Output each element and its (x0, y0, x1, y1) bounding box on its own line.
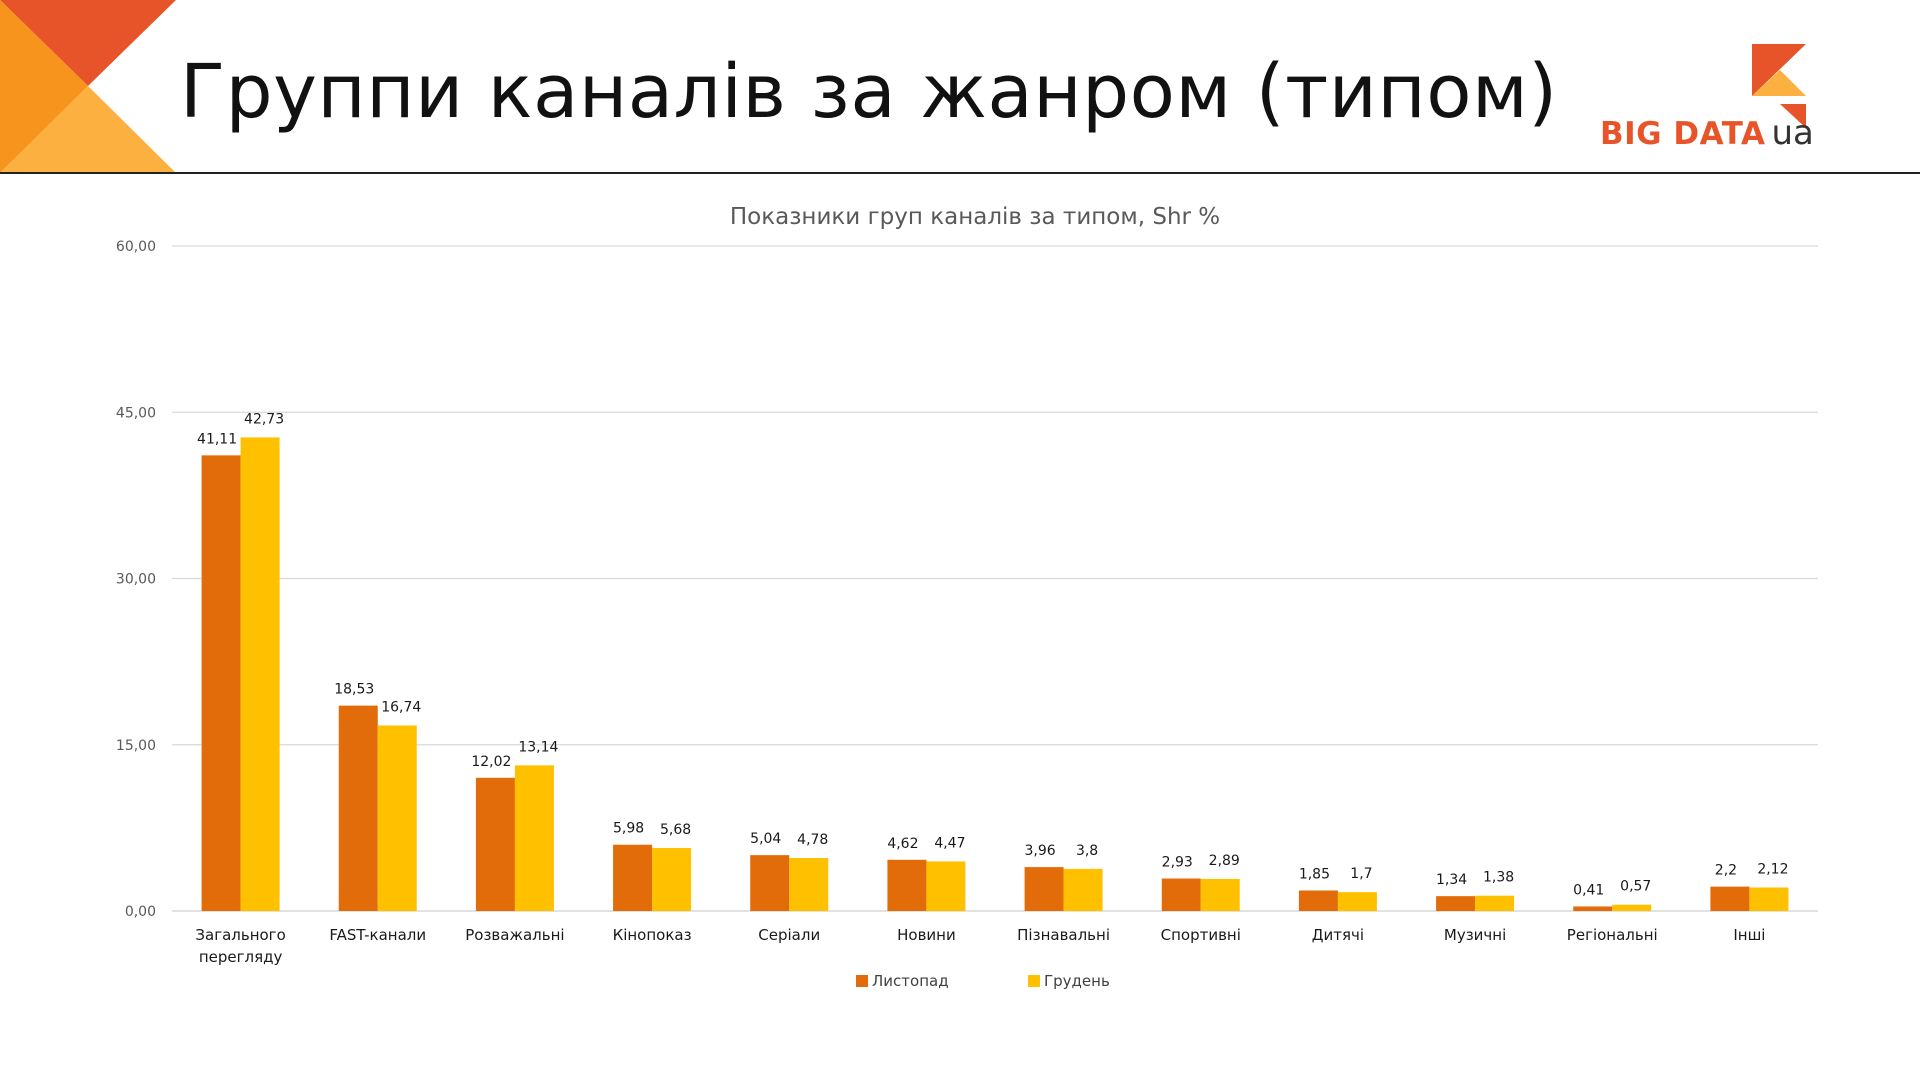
legend-item-series-2: Грудень (1028, 972, 1110, 990)
logo-sub-text: ua (1771, 113, 1814, 153)
y-tick-label: 60,00 (116, 239, 156, 255)
x-tick-label: Регіональні (1567, 926, 1658, 944)
legend-label-series-2: Грудень (1044, 972, 1110, 990)
bar (1573, 906, 1613, 911)
y-tick-label: 30,00 (116, 572, 156, 588)
bar (652, 848, 692, 911)
data-label: 13,14 (518, 739, 558, 755)
logo-main-text: BIG DATA (1600, 116, 1766, 152)
data-label: 4,47 (934, 835, 965, 851)
corner-decoration (0, 0, 176, 173)
header-divider (0, 172, 1920, 174)
data-label: 41,11 (197, 431, 237, 447)
legend-item-series-1: Листопад (856, 972, 949, 990)
bar (240, 437, 280, 911)
bar (1063, 868, 1103, 911)
logo-text: BIG DATA ua (1600, 116, 1814, 150)
data-label: 5,68 (660, 822, 691, 838)
x-tick-label: Пізнавальні (1017, 926, 1110, 944)
data-label: 1,38 (1483, 870, 1514, 886)
bar (1710, 886, 1750, 911)
x-tick-label: Розважальні (465, 926, 564, 944)
data-label: 2,93 (1162, 855, 1193, 871)
x-tick-label: Інші (1733, 926, 1765, 944)
x-tick-label: Загального (195, 926, 285, 944)
bar (789, 858, 829, 911)
chart-legend: Листопад Грудень (0, 972, 1920, 996)
y-tick-label: 15,00 (116, 738, 156, 754)
x-tick-label: Новини (897, 926, 956, 944)
logo: BIG DATA ua (1600, 44, 1830, 160)
data-label: 1,34 (1436, 872, 1467, 888)
data-label: 12,02 (471, 754, 511, 770)
bar (338, 705, 378, 911)
bar (1612, 904, 1652, 911)
x-tick-label: Кінопоказ (613, 926, 692, 944)
bar (613, 844, 653, 911)
x-tick-label: Спортивні (1161, 926, 1241, 944)
data-label: 0,57 (1620, 879, 1651, 895)
data-label: 5,98 (613, 821, 644, 837)
data-label: 2,12 (1757, 862, 1788, 878)
data-label: 3,96 (1024, 843, 1055, 859)
bar (750, 855, 790, 911)
data-label: 18,53 (334, 682, 374, 698)
data-label: 1,7 (1350, 866, 1372, 882)
data-label: 5,04 (750, 831, 781, 847)
bar (926, 861, 966, 911)
x-tick-label: Музичні (1444, 926, 1506, 944)
x-tick-label: FAST-канали (329, 926, 426, 944)
bar (1436, 896, 1476, 911)
legend-swatch-series-1 (856, 975, 868, 987)
x-tick-label: Дитячі (1312, 926, 1364, 944)
data-label: 42,73 (244, 411, 284, 427)
bar (475, 777, 515, 911)
bar (514, 765, 554, 911)
y-tick-label: 45,00 (116, 405, 156, 421)
bar (1749, 887, 1789, 911)
bar (1298, 890, 1338, 911)
data-label: 1,85 (1299, 866, 1330, 882)
legend-label-series-1: Листопад (872, 972, 949, 990)
bar (1475, 895, 1515, 911)
data-label: 4,78 (797, 832, 828, 848)
x-tick-label: Серіали (758, 926, 820, 944)
legend-swatch-series-2 (1028, 975, 1040, 987)
chart-title: Показники груп каналів за типом, Shr % (729, 204, 1221, 230)
bar (1200, 878, 1240, 911)
data-label: 16,74 (381, 699, 421, 715)
data-label: 2,89 (1209, 853, 1240, 869)
bar (377, 725, 417, 911)
logo-mark-icon (1752, 44, 1806, 128)
y-tick-label: 0,00 (125, 904, 156, 920)
data-label: 2,2 (1715, 863, 1737, 879)
bar (1024, 867, 1064, 911)
bar (1337, 892, 1377, 911)
x-tick-label: перегляду (199, 948, 283, 966)
slide-title: Группи каналів за жанром (типом) (180, 49, 1558, 135)
bar (887, 859, 927, 911)
bar (201, 455, 241, 911)
data-label: 3,8 (1076, 843, 1098, 859)
bar (1161, 878, 1201, 911)
data-label: 0,41 (1573, 882, 1604, 898)
data-label: 4,62 (887, 836, 918, 852)
